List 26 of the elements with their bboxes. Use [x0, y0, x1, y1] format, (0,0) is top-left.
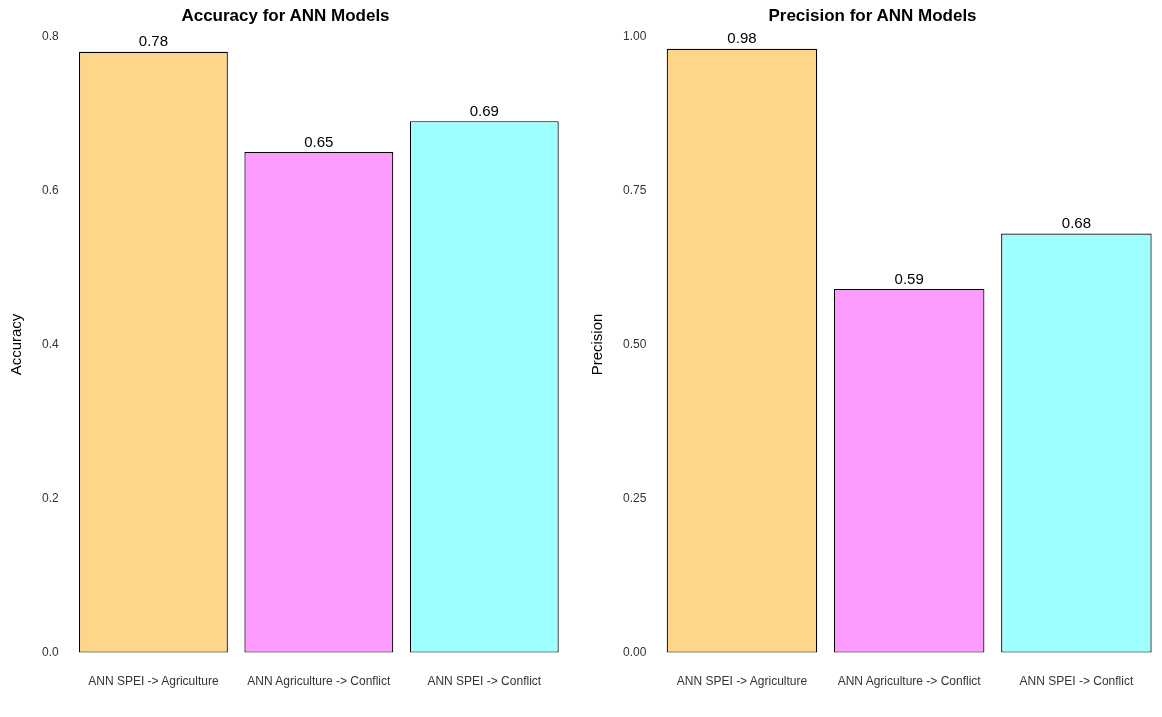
y-tick-label: 0.25 — [623, 490, 647, 505]
y-tick-label: 1.00 — [623, 28, 647, 43]
data-label: 0.69 — [469, 101, 499, 119]
y-tick-label: 0.8 — [41, 28, 59, 43]
data-label: 0.98 — [727, 29, 757, 47]
y-tick-label: 0.4 — [41, 336, 59, 351]
y-tick-label: 0.75 — [623, 182, 647, 197]
y-axis-title: Accuracy — [7, 313, 25, 376]
y-tick-label: 0.6 — [41, 182, 59, 197]
y-tick-label: 0.50 — [623, 336, 647, 351]
y-axis-title: Precision — [588, 313, 606, 376]
x-tick-label: ANN SPEI -> Conflict — [427, 674, 542, 689]
y-tick-label: 0.00 — [623, 644, 647, 659]
data-label: 0.78 — [138, 32, 168, 50]
data-label: 0.59 — [894, 269, 924, 287]
y-tick-label: 0.0 — [41, 644, 59, 659]
data-label: 0.65 — [304, 132, 334, 150]
y-tick-label: 0.2 — [41, 490, 59, 505]
x-tick-label: ANN SPEI -> Agriculture — [88, 674, 219, 689]
chart-title: Precision for ANN Models — [768, 5, 977, 25]
chart-title: Accuracy for ANN Models — [181, 5, 390, 25]
x-tick-label: ANN SPEI -> Conflict — [1019, 674, 1134, 689]
x-tick-label: ANN Agriculture -> Conflict — [247, 674, 392, 689]
x-tick-label: ANN SPEI -> Agriculture — [676, 674, 808, 689]
data-label: 0.68 — [1061, 214, 1091, 232]
x-tick-label: ANN Agriculture -> Conflict — [837, 674, 982, 689]
